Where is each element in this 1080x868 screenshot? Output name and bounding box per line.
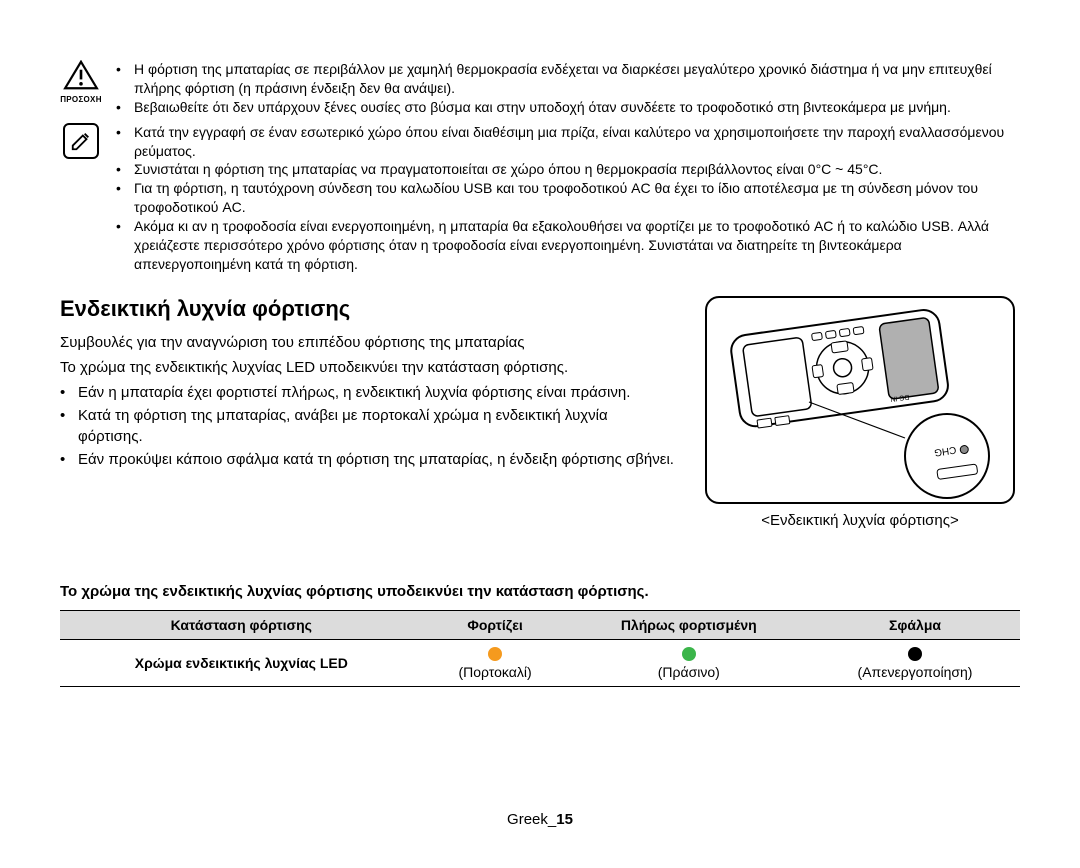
- section-lead-1: Συμβουλές για την αναγνώριση του επιπέδο…: [60, 332, 676, 353]
- section-lead-2: Το χρώμα της ενδεικτικής λυχνίας LED υπο…: [60, 357, 676, 378]
- section-text: Ενδεικτική λυχνία φόρτισης Συμβουλές για…: [60, 296, 676, 472]
- note-item: Κατά την εγγραφή σε έναν εσωτερικό χώρο …: [116, 123, 1020, 161]
- table-row-label: Χρώμα ενδεικτικής λυχνίας LED: [60, 639, 423, 686]
- led-dot-green: [682, 647, 696, 661]
- device-illustration: DC IN CHG: [705, 296, 1015, 504]
- table-row: Χρώμα ενδεικτικής λυχνίας LED (Πορτοκαλί…: [60, 639, 1020, 686]
- section-bullets: Εάν η μπαταρία έχει φορτιστεί πλήρως, η …: [60, 382, 676, 470]
- table-cell: (Πράσινο): [568, 639, 811, 686]
- page-footer: Greek_15: [0, 811, 1080, 828]
- charging-table: Κατάσταση φόρτισης Φορτίζει Πλήρως φορτι…: [60, 610, 1020, 687]
- caution-block: ΠΡΟΣΟΧΗ Η φόρτιση της μπαταρίας σε περιβ…: [60, 60, 1020, 117]
- pencil-note-icon: [70, 130, 92, 152]
- footer-page: 15: [556, 811, 573, 828]
- table-cell: (Πορτοκαλί): [423, 639, 568, 686]
- section-row: Ενδεικτική λυχνία φόρτισης Συμβουλές για…: [60, 296, 1020, 529]
- caution-item: Βεβαιωθείτε ότι δεν υπάρχουν ξένες ουσίε…: [116, 98, 1020, 117]
- note-item: Ακόμα κι αν η τροφοδοσία είναι ενεργοποι…: [116, 217, 1020, 274]
- figure-caption: <Ενδεικτική λυχνία φόρτισης>: [700, 512, 1020, 529]
- device-figure: DC IN CHG <Ενδεικτική λυχνία φόρτισης>: [700, 296, 1020, 529]
- note-item: Για τη φόρτιση, η ταυτόχρονη σύνδεση του…: [116, 179, 1020, 217]
- led-text: (Απενεργοποίηση): [858, 664, 973, 680]
- table-cell: (Απενεργοποίηση): [810, 639, 1020, 686]
- section-title: Ενδεικτική λυχνία φόρτισης: [60, 296, 676, 322]
- caution-icon-col: ΠΡΟΣΟΧΗ: [60, 60, 102, 117]
- led-dot-orange: [488, 647, 502, 661]
- table-intro: Το χρώμα της ενδεικτικής λυχνίας φόρτιση…: [60, 583, 1020, 600]
- note-item: Συνιστάται η φόρτιση της μπαταρίας να πρ…: [116, 160, 1020, 179]
- section-bullet: Εάν προκύψει κάποιο σφάλμα κατά τη φόρτι…: [60, 449, 676, 470]
- caution-item: Η φόρτιση της μπαταρίας σε περιβάλλον με…: [116, 60, 1020, 98]
- note-icon: [63, 123, 99, 159]
- table-header: Σφάλμα: [810, 610, 1020, 639]
- table-header: Κατάσταση φόρτισης: [60, 610, 423, 639]
- note-icon-col: [60, 123, 102, 274]
- caution-label: ΠΡΟΣΟΧΗ: [60, 95, 102, 104]
- table-header-row: Κατάσταση φόρτισης Φορτίζει Πλήρως φορτι…: [60, 610, 1020, 639]
- caution-list: Η φόρτιση της μπαταρίας σε περιβάλλον με…: [116, 60, 1020, 117]
- section-bullet: Εάν η μπαταρία έχει φορτιστεί πλήρως, η …: [60, 382, 676, 403]
- table-header: Πλήρως φορτισμένη: [568, 610, 811, 639]
- table-header: Φορτίζει: [423, 610, 568, 639]
- footer-lang: Greek_: [507, 811, 556, 828]
- led-text: (Πορτοκαλί): [458, 664, 531, 680]
- section-bullet: Κατά τη φόρτιση της μπαταρίας, ανάβει με…: [60, 405, 676, 447]
- led-text: (Πράσινο): [658, 664, 720, 680]
- warning-triangle-icon: [63, 60, 99, 90]
- led-dot-off: [908, 647, 922, 661]
- note-list: Κατά την εγγραφή σε έναν εσωτερικό χώρο …: [116, 123, 1020, 274]
- note-block: Κατά την εγγραφή σε έναν εσωτερικό χώρο …: [60, 123, 1020, 274]
